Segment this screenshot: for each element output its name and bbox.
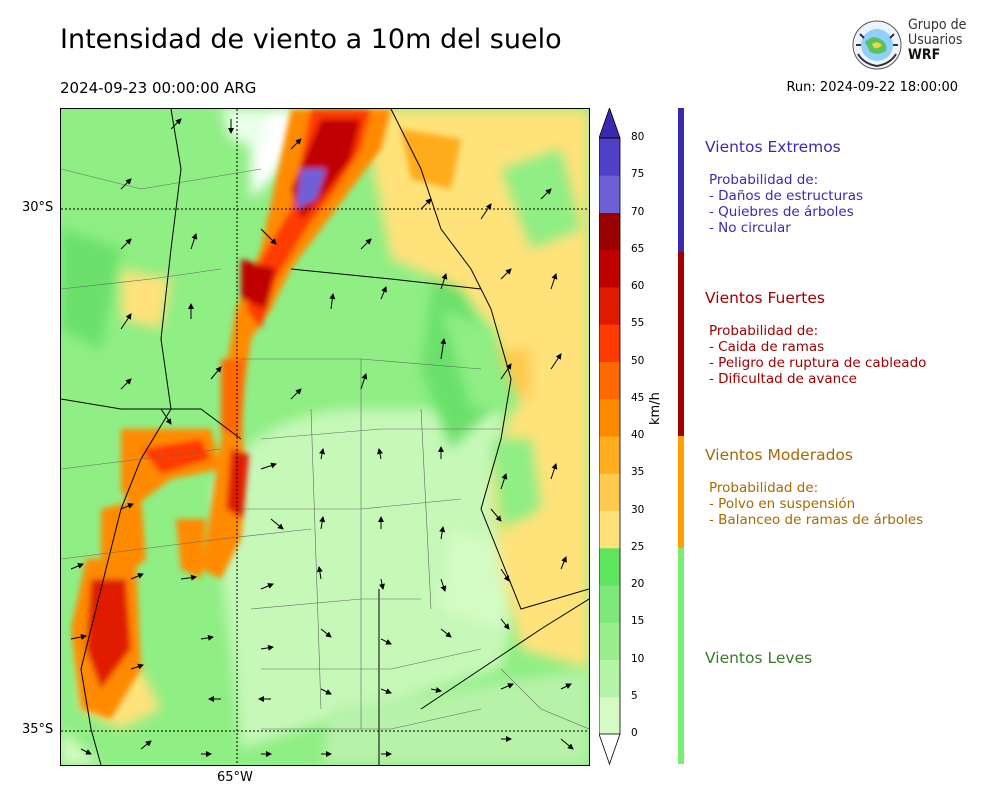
- colorbar-tick-label: 60: [631, 280, 645, 292]
- colorbar-tick-label: 75: [631, 168, 645, 181]
- map-title: Intensidad de viento a 10m del suelo: [60, 24, 562, 55]
- legend-body-fuertes: Probabilidad de: - Caida de ramas - Pelig…: [709, 323, 927, 387]
- legend-body-extremos: Probabilidad de: - Daños de estructuras -…: [709, 172, 864, 236]
- colorbar-segment: [599, 622, 620, 660]
- colorbar-tick-label: 10: [631, 652, 645, 665]
- colorbar-segment: [599, 361, 620, 400]
- colorbar-tick-label: 15: [631, 615, 645, 628]
- colorbar-tick-label: 35: [631, 466, 645, 479]
- colorbar-segment: [599, 696, 620, 735]
- colorbar-tick-label: 50: [631, 354, 645, 367]
- lat-label-35s: 35°S: [22, 722, 54, 737]
- colorbar-segment: [599, 287, 620, 325]
- colorbar-tick-label: 0: [631, 727, 638, 739]
- lon-label-65w: 65°W: [217, 770, 253, 785]
- colorbar-tick-label: 20: [631, 578, 645, 590]
- wind-field: [61, 109, 589, 765]
- colorbar-segment: [599, 510, 620, 549]
- globe-icon: [852, 20, 902, 70]
- colorbar-segment: [599, 138, 620, 176]
- valid-time: 2024-09-23 00:00:00 ARG: [60, 79, 257, 97]
- colorbar-segment: [599, 324, 620, 362]
- colorbar-unit: km/h: [648, 392, 663, 425]
- colorbar-max-extension: [599, 108, 621, 139]
- colorbar-tick-label: 65: [631, 242, 645, 255]
- legend-heading-leves: Vientos Leves: [705, 649, 813, 667]
- legend-heading-extremos: Vientos Extremos: [705, 138, 841, 156]
- colorbar-segment: [599, 212, 620, 251]
- legend-bar-extremos: [678, 108, 684, 252]
- legend-heading-fuertes: Vientos Fuertes: [705, 289, 825, 307]
- colorbar: [599, 108, 621, 766]
- grupo-wrf-logo: Grupo de Usuarios WRF: [850, 18, 970, 74]
- logo-text: Grupo de Usuarios WRF: [908, 17, 967, 63]
- colorbar-segment: [599, 473, 620, 511]
- colorbar-tick-label: 45: [631, 391, 645, 404]
- legend-body-moderados: Probabilidad de: - Polvo en suspensión - …: [709, 480, 924, 528]
- colorbar-tick-label: 55: [631, 317, 645, 330]
- colorbar-segment: [599, 249, 620, 288]
- colorbar-segment: [599, 398, 620, 437]
- colorbar-tick-label: 25: [631, 540, 645, 553]
- colorbar-tick-label: 70: [631, 205, 645, 218]
- colorbar-tick-label: 5: [631, 689, 638, 702]
- colorbar-segment: [599, 547, 620, 586]
- colorbar-tick-label: 40: [631, 429, 645, 441]
- colorbar-tick-label: 30: [631, 503, 645, 516]
- colorbar-segment: [599, 585, 620, 623]
- colorbar-min-extension: [599, 733, 621, 766]
- wind-map: [60, 108, 590, 766]
- legend-bar-leves: [678, 548, 684, 764]
- colorbar-tick-label: 80: [631, 131, 645, 143]
- colorbar-segment: [599, 659, 620, 698]
- run-time: Run: 2024-09-22 18:00:00: [786, 80, 958, 95]
- legend-bar-moderados: [678, 436, 684, 548]
- lat-label-30s: 30°S: [22, 200, 54, 215]
- colorbar-segment: [599, 175, 620, 213]
- legend-heading-moderados: Vientos Moderados: [705, 446, 853, 464]
- colorbar-segment: [599, 436, 620, 474]
- legend-bar-fuertes: [678, 252, 684, 436]
